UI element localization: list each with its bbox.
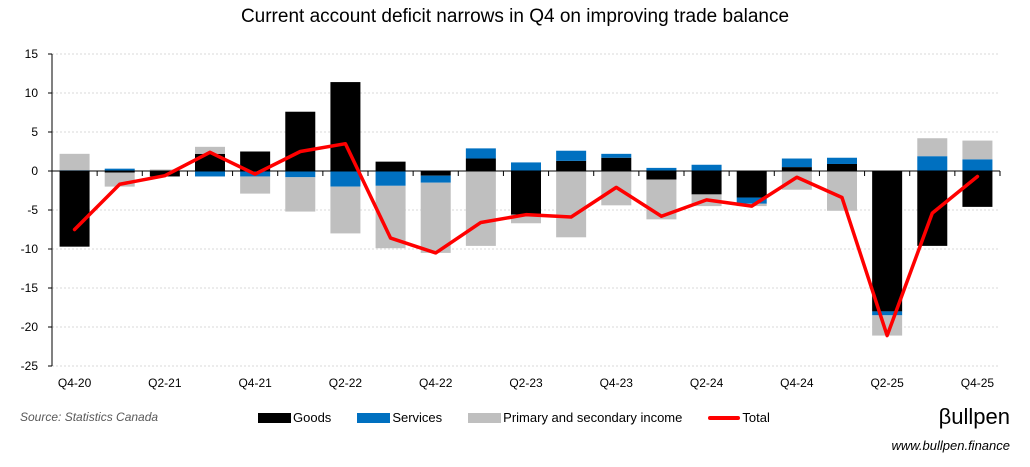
legend-swatch-income: [468, 412, 502, 423]
bar-income: [781, 171, 812, 190]
bar-goods: [736, 171, 767, 198]
bar-income: [420, 182, 451, 253]
bar-services: [330, 171, 361, 187]
bar-services: [104, 168, 135, 171]
x-tick-label: Q2-24: [690, 376, 724, 390]
bar-income: [195, 146, 225, 154]
bar-services: [646, 167, 677, 171]
legend-label-services: Services: [392, 410, 443, 425]
bar-goods: [240, 151, 271, 171]
legend-label-income: Primary and secondary income: [503, 410, 683, 425]
y-tick-label: 0: [31, 164, 38, 178]
bullpen-logo: βullpen: [938, 404, 1010, 429]
bar-goods: [104, 171, 135, 173]
bar-goods: [511, 171, 541, 215]
y-tick-label: -10: [21, 242, 39, 256]
bar-income: [330, 186, 361, 234]
bar-goods: [330, 82, 361, 171]
website-url: www.bullpen.finance: [891, 438, 1010, 453]
legend-income: Primary and secondary income: [468, 410, 682, 425]
bar-income: [962, 140, 993, 160]
bar-services: [420, 175, 451, 183]
x-tick-label: Q4-21: [238, 376, 272, 390]
legend-total: Total: [708, 410, 770, 425]
bar-goods: [375, 161, 406, 171]
bar-services: [601, 153, 632, 158]
bar-income: [872, 315, 903, 336]
source-note: Source: Statistics Canada: [20, 410, 159, 424]
bar-services: [691, 164, 722, 171]
chart-title: Current account deficit narrows in Q4 on…: [240, 6, 790, 27]
bar-services: [465, 148, 496, 159]
legend-label-total: Total: [742, 410, 770, 425]
x-tick-label: Q2-25: [870, 376, 904, 390]
bar-goods: [691, 171, 722, 195]
bar-income: [827, 171, 857, 211]
x-tick-label: Q4-25: [961, 376, 995, 390]
y-tick-label: -5: [27, 203, 38, 217]
bar-services: [195, 171, 225, 177]
bar-goods: [285, 111, 316, 171]
bar-income: [465, 171, 496, 246]
bar-goods: [420, 171, 451, 176]
bar-income: [240, 176, 271, 194]
y-tick-label: -15: [21, 281, 39, 295]
bar-services: [872, 311, 903, 316]
bar-services: [781, 158, 812, 168]
y-tick-label: -25: [21, 359, 39, 373]
bar-income: [149, 169, 180, 171]
bar-services: [827, 157, 857, 164]
legend-swatch-goods: [258, 412, 291, 423]
bar-services: [736, 197, 767, 204]
bar-income: [556, 171, 587, 238]
bar-goods: [646, 171, 677, 180]
y-tick-label: 5: [31, 125, 38, 139]
bar-services: [962, 159, 993, 171]
bar-income: [285, 177, 316, 212]
x-tick-label: Q2-21: [148, 376, 182, 390]
y-tick-label: -20: [21, 320, 39, 334]
bar-goods: [465, 158, 496, 171]
bar-goods: [917, 171, 948, 246]
bar-income: [917, 138, 948, 157]
x-tick-label: Q4-20: [58, 376, 92, 390]
legend-services: Services: [357, 410, 442, 425]
legend-goods: Goods: [258, 410, 331, 425]
legend-swatch-services: [357, 412, 391, 423]
x-tick-label: Q2-23: [509, 376, 543, 390]
bar-goods: [59, 171, 90, 247]
y-tick-label: 10: [25, 86, 39, 100]
bar-services: [375, 171, 406, 186]
x-tick-label: Q4-23: [600, 376, 634, 390]
bar-services: [556, 150, 587, 161]
y-tick-label: 15: [25, 47, 39, 61]
bar-goods: [781, 167, 812, 171]
legend-label-goods: Goods: [293, 410, 332, 425]
legend-swatch-total: [708, 415, 741, 420]
bar-goods: [872, 171, 903, 312]
x-tick-label: Q4-24: [780, 376, 814, 390]
bar-services: [511, 162, 541, 171]
bar-goods: [827, 163, 857, 171]
bar-services: [917, 156, 948, 171]
bar-income: [59, 153, 90, 171]
bar-goods: [601, 157, 632, 171]
x-tick-label: Q2-22: [329, 376, 363, 390]
chart: 15 10 5 0 -5 -10 -15 -20 -25 Q4-20 Q2-21 Q4-21 Q2-22…: [21, 47, 1001, 390]
legend: Goods Services Primary and secondary inc…: [258, 410, 796, 425]
bar-services: [285, 171, 316, 178]
bar-income: [511, 214, 541, 224]
x-tick-label: Q4-22: [419, 376, 453, 390]
bar-goods: [556, 160, 587, 171]
